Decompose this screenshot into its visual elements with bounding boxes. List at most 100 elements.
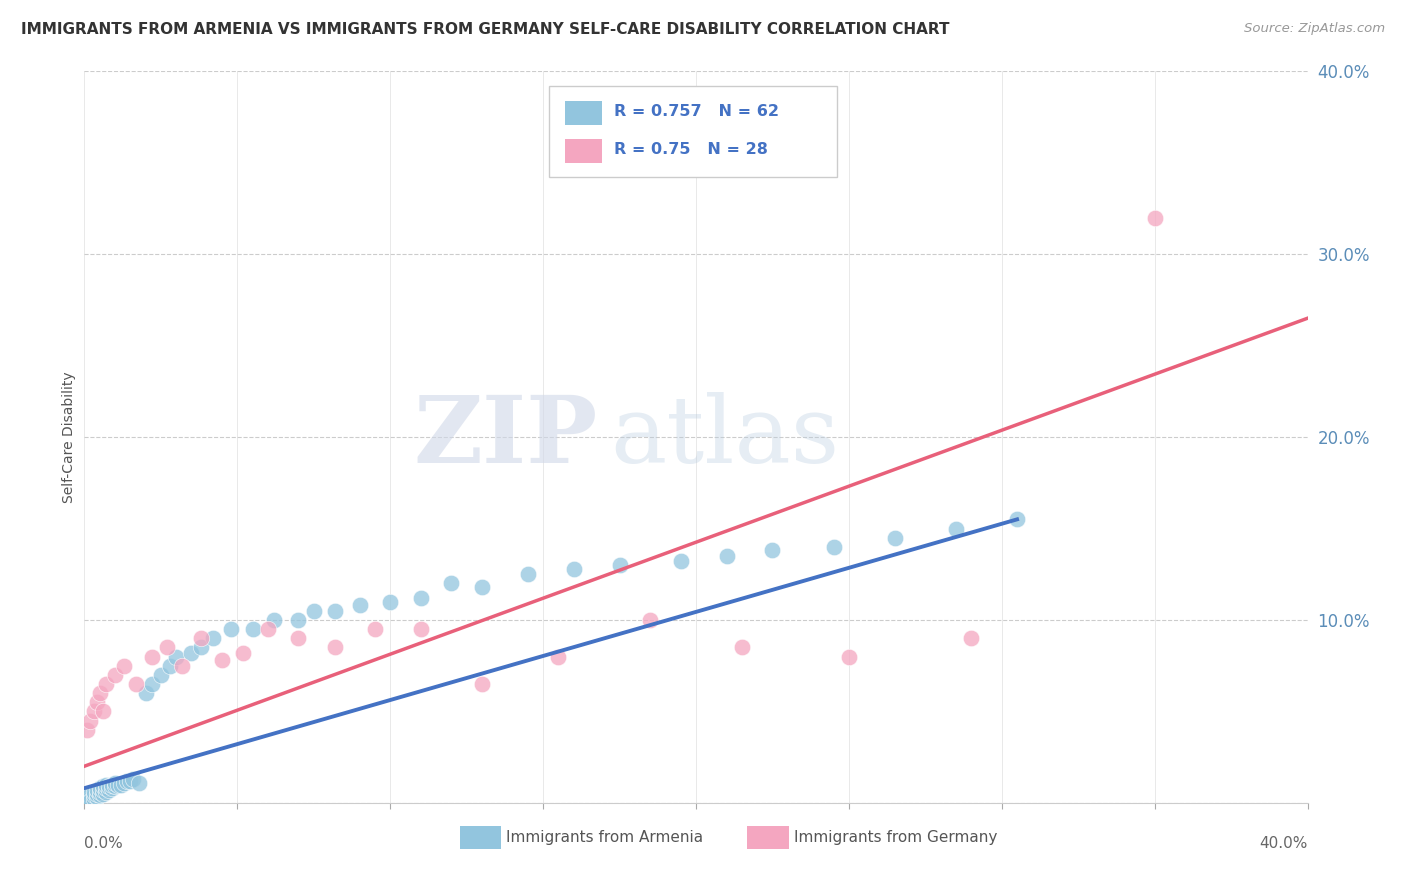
Point (104, 780, 127, 794)
Point (159, 658, 181, 673)
Point (547, 649, 569, 664)
Point (263, 613, 285, 627)
Point (125, 677, 148, 691)
Point (716, 549, 738, 563)
Point (115, 773, 138, 788)
Point (86, 790, 108, 805)
Text: 40.0%: 40.0% (1260, 836, 1308, 851)
Point (190, 632, 212, 646)
Point (110, 778, 132, 792)
Text: atlas: atlas (610, 392, 839, 482)
Point (122, 772, 145, 786)
Point (232, 646, 254, 660)
FancyBboxPatch shape (460, 826, 502, 849)
Point (731, 640, 754, 655)
Text: R = 0.757   N = 62: R = 0.757 N = 62 (614, 104, 779, 120)
Point (257, 622, 280, 636)
Point (323, 604, 346, 618)
Point (364, 622, 387, 636)
Point (91, 783, 114, 797)
Text: 0.0%: 0.0% (84, 836, 124, 851)
FancyBboxPatch shape (565, 102, 602, 125)
Point (323, 640, 346, 655)
Point (172, 658, 194, 673)
Point (89, 789, 111, 803)
Point (471, 677, 494, 691)
Point (86, 787, 108, 801)
Point (945, 521, 967, 535)
Point (89, 686, 111, 700)
Point (823, 540, 845, 554)
Point (609, 558, 631, 573)
Point (91, 780, 114, 794)
Point (112, 775, 135, 789)
Point (883, 531, 905, 545)
Point (302, 604, 325, 618)
Point (104, 775, 127, 789)
Point (409, 622, 432, 636)
Point (141, 649, 163, 664)
Point (761, 543, 783, 558)
Point (440, 576, 463, 591)
Point (89, 781, 111, 796)
Point (79, 792, 101, 806)
Point (287, 613, 309, 627)
Point (349, 599, 371, 613)
Point (91, 787, 114, 801)
FancyBboxPatch shape (748, 826, 789, 849)
Point (112, 658, 135, 673)
Point (94, 778, 117, 792)
Point (79, 794, 101, 808)
FancyBboxPatch shape (550, 86, 837, 178)
Point (180, 646, 202, 660)
Text: Immigrants from Germany: Immigrants from Germany (794, 830, 997, 846)
Text: Source: ZipAtlas.com: Source: ZipAtlas.com (1244, 22, 1385, 36)
Point (76, 790, 98, 805)
Point (79, 714, 101, 728)
Point (149, 667, 172, 681)
Point (83, 785, 105, 799)
Point (91, 705, 114, 719)
Point (135, 686, 157, 700)
Point (516, 567, 538, 582)
Point (287, 632, 309, 646)
Point (128, 775, 150, 789)
Point (83, 789, 105, 803)
Point (201, 632, 224, 646)
Point (380, 594, 402, 608)
FancyBboxPatch shape (565, 139, 602, 163)
Point (101, 781, 124, 796)
Point (107, 778, 129, 792)
Text: ZIP: ZIP (413, 392, 598, 482)
Point (76, 723, 98, 737)
Point (219, 622, 242, 636)
Point (120, 773, 142, 788)
Point (83, 705, 105, 719)
Point (669, 554, 692, 568)
Point (242, 622, 264, 636)
Point (76, 794, 98, 808)
Point (1143, 211, 1166, 225)
Point (190, 640, 212, 655)
Point (211, 653, 233, 667)
Y-axis label: Self-Care Disability: Self-Care Disability (62, 371, 76, 503)
Point (409, 591, 432, 605)
Point (141, 677, 163, 691)
Point (165, 649, 187, 664)
Point (1005, 512, 1028, 526)
Point (79, 789, 101, 803)
Point (838, 649, 860, 664)
Point (94, 785, 117, 799)
Point (89, 785, 111, 799)
Point (86, 783, 108, 797)
Point (104, 667, 127, 681)
Point (97, 780, 120, 794)
Point (94, 677, 117, 691)
Point (83, 792, 105, 806)
Point (156, 640, 179, 655)
Point (94, 781, 117, 796)
Point (101, 778, 124, 792)
Point (97, 783, 120, 797)
Point (86, 695, 108, 709)
Point (960, 632, 983, 646)
